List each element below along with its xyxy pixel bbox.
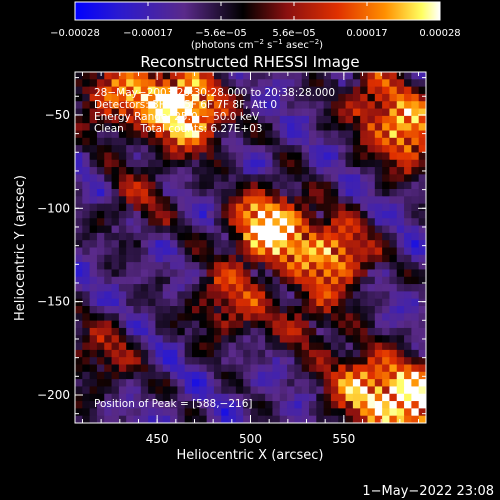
- chart-title: Reconstructed RHESSI Image: [140, 53, 359, 71]
- y-tick-label: −50: [45, 108, 70, 122]
- colorbar-tick-label: 5.6e−05: [272, 28, 315, 39]
- x-axis-label: Heliocentric X (arcsec): [177, 448, 324, 463]
- annotation-detectors: Detectors: 3F 4F 5F 6F 7F 8F, Att 0: [94, 99, 277, 111]
- colorbar-ticks: −0.00028 −0.00017 −5.6e−05 5.6e−05 0.00017 0.…: [50, 2, 461, 39]
- peak-position-label: Position of Peak = [588,−216]: [94, 398, 253, 410]
- x-tick-label: 500: [239, 432, 262, 446]
- render-timestamp: 1−May−2022 23:08: [362, 484, 494, 499]
- axis-ticks: 450 500 550 −50 −100 −150 −200: [37, 72, 426, 446]
- x-tick-label: 450: [146, 432, 169, 446]
- y-tick-label: −150: [37, 295, 70, 309]
- colorbar-units: (photons cm−2 s−1 asec−2): [191, 38, 323, 51]
- colorbar-tick-label: −5.6e−05: [195, 28, 247, 39]
- y-axis-label: Heliocentric Y (arcsec): [13, 175, 28, 321]
- colorbar-tick-label: 0.00028: [419, 28, 460, 39]
- colorbar-tick-label: −0.00028: [50, 28, 100, 39]
- x-tick-label: 550: [332, 432, 355, 446]
- colorbar: [74, 1, 441, 21]
- annotation-time: 28−May−2003 20:30:28.000 to 20:38:28.000: [94, 87, 335, 99]
- annotation-counts: Clean Total counts: 6.27E+03: [94, 123, 263, 135]
- annotation-energy: Energy Range: 25.0 − 50.0 keV: [94, 111, 260, 123]
- colorbar-tick-label: −0.00017: [123, 28, 173, 39]
- y-tick-label: −200: [37, 388, 70, 402]
- y-tick-label: −100: [37, 201, 70, 215]
- colorbar-tick-label: 0.00017: [346, 28, 387, 39]
